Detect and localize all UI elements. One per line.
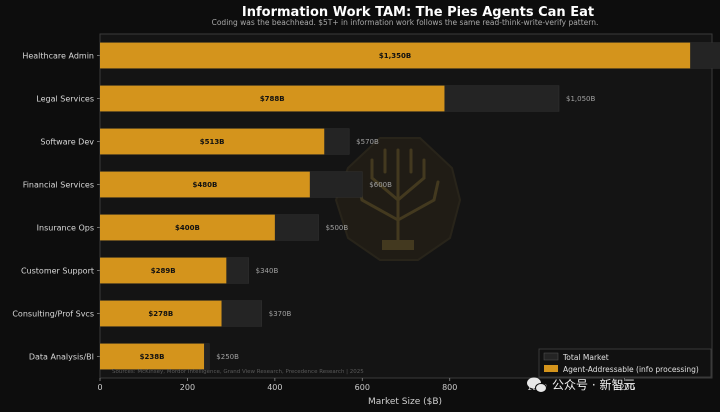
chart-subtitle: Coding was the beachhead. $5T+ in inform…	[212, 18, 599, 27]
wechat-icon	[527, 377, 547, 393]
watermark-text: 公众号 · 新智元	[552, 377, 635, 392]
bar-addressable	[100, 85, 445, 112]
data-label-total: $600B	[369, 181, 392, 189]
data-label-total: $500B	[326, 224, 349, 232]
x-tick-label: 0	[97, 383, 102, 392]
watermark: 公众号 · 新智元	[527, 377, 635, 393]
x-tick-label: 600	[355, 383, 370, 392]
data-label-total: $250B	[216, 353, 239, 361]
x-tick-label: 400	[267, 383, 282, 392]
data-label-total: $340B	[256, 267, 279, 275]
x-tick-label: 200	[180, 383, 195, 392]
data-label-addressable: $1,350B	[379, 52, 411, 60]
x-tick-label: 1200	[614, 383, 634, 392]
data-label-addressable: $480B	[193, 181, 218, 189]
legend-swatch-total	[543, 352, 559, 361]
category-label: Consulting/Prof Svcs	[12, 310, 94, 319]
category-label: Healthcare Admin	[22, 52, 94, 61]
data-label-total: $1,050B	[566, 95, 595, 103]
category-label: Customer Support	[21, 267, 94, 276]
data-label-total: $370B	[269, 310, 292, 318]
x-tick-label: 800	[442, 383, 457, 392]
bar-addressable	[100, 171, 310, 198]
bar-addressable	[100, 343, 205, 370]
data-label-addressable: $788B	[260, 95, 285, 103]
category-label: Financial Services	[23, 181, 94, 190]
legend: Total Market Agent-Addressable (info pro…	[538, 348, 712, 378]
data-label-addressable: $513B	[200, 138, 225, 146]
category-label: Software Dev	[40, 138, 94, 147]
legend-swatch-addressable	[544, 365, 558, 372]
legend-label-total: Total Market	[562, 353, 609, 362]
x-axis-label: Market Size ($B)	[368, 397, 442, 407]
bar-addressable	[100, 42, 691, 69]
chart-title: Information Work TAM: The Pies Agents Ca…	[242, 5, 594, 20]
bar-addressable	[100, 300, 222, 327]
data-label-addressable: $238B	[140, 353, 165, 361]
category-label: Insurance Ops	[37, 224, 94, 233]
data-label-total: $570B	[356, 138, 379, 146]
category-label: Legal Services	[36, 95, 94, 104]
source-note: Sources: McKinsey, Mordor Intelligence, …	[112, 369, 364, 375]
bar-addressable	[100, 214, 275, 241]
legend-label-addressable: Agent-Addressable (info processing)	[563, 365, 699, 374]
data-label-addressable: $278B	[148, 310, 173, 318]
data-label-addressable: $400B	[175, 224, 200, 232]
data-label-addressable: $289B	[151, 267, 176, 275]
bar-addressable	[100, 257, 227, 284]
category-label: Data Analysis/BI	[29, 353, 94, 362]
bar-addressable	[100, 128, 325, 155]
